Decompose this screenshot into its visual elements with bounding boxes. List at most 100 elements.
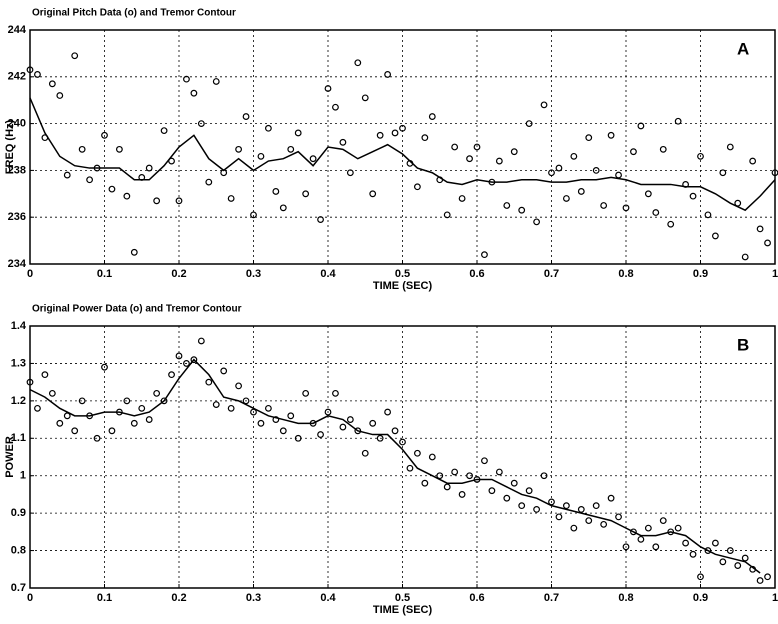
y-tick-label: 0.9: [11, 507, 26, 519]
data-point: [361, 449, 369, 457]
data-point: [376, 434, 384, 442]
y-tick-label: 1.1: [11, 432, 26, 444]
data-point: [153, 197, 161, 205]
data-point: [287, 145, 295, 153]
data-point: [190, 89, 198, 97]
data-point: [473, 143, 481, 151]
data-point: [265, 124, 272, 132]
data-point: [123, 397, 131, 405]
data-point: [481, 251, 488, 259]
data-point: [71, 52, 79, 60]
data-point: [160, 397, 168, 405]
data-point: [592, 166, 600, 174]
data-point: [101, 363, 108, 371]
x-tick-label: 0.6: [469, 268, 484, 280]
data-point: [317, 216, 324, 223]
data-point: [481, 457, 488, 465]
data-point: [339, 423, 347, 431]
data-point: [384, 71, 392, 78]
data-point: [414, 183, 421, 191]
data-point: [540, 472, 548, 480]
x-tick-label: 0.8: [618, 268, 633, 280]
data-point: [63, 412, 71, 420]
data-point: [250, 211, 257, 219]
data-point: [287, 412, 295, 420]
x-tick-label: 0.3: [246, 268, 261, 280]
data-point: [503, 494, 511, 502]
data-point: [689, 192, 697, 200]
data-point: [332, 389, 339, 397]
data-point: [607, 494, 615, 502]
data-point: [510, 479, 518, 487]
data-point: [644, 190, 652, 198]
data-point: [443, 483, 451, 491]
contour-line: [29, 358, 761, 574]
data-point: [369, 190, 377, 198]
data-point: [585, 134, 593, 142]
chart-title: Original Pitch Data (o) and Tremor Conto…: [32, 8, 236, 19]
data-point: [324, 85, 332, 92]
data-point: [41, 371, 49, 379]
data-point: [339, 138, 347, 146]
data-point: [391, 129, 399, 137]
data-point: [525, 487, 533, 495]
x-tick-label: 0.2: [171, 268, 186, 280]
data-point: [108, 427, 116, 435]
data-point: [279, 427, 287, 435]
data-point: [726, 547, 734, 554]
data-point: [235, 382, 243, 390]
x-tick-label: 1: [772, 592, 778, 604]
data-point: [704, 211, 712, 219]
data-point: [719, 558, 727, 566]
data-point: [630, 528, 637, 536]
data-point: [183, 75, 190, 83]
data-point: [242, 397, 250, 405]
data-point: [257, 419, 265, 427]
data-point: [563, 502, 570, 510]
data-point: [436, 472, 444, 480]
x-tick-label: 0.1: [97, 592, 112, 604]
data-point: [48, 389, 56, 397]
data-point: [555, 513, 563, 521]
x-tick-label: 0: [27, 268, 33, 280]
data-point: [548, 498, 555, 506]
data-point: [205, 378, 213, 386]
data-point: [56, 419, 64, 427]
data-point: [257, 152, 265, 160]
chart-title: Original Power Data (o) and Tremor Conto…: [32, 304, 242, 315]
data-point: [555, 164, 563, 172]
data-point: [458, 491, 466, 498]
data-point: [160, 127, 168, 135]
data-point: [652, 543, 660, 551]
data-point: [570, 152, 578, 160]
y-tick-label: 234: [8, 258, 27, 270]
x-axis-label: TIME (SEC): [373, 280, 433, 292]
data-point: [48, 80, 56, 88]
data-point: [324, 408, 332, 416]
data-point: [78, 397, 86, 405]
data-point: [630, 148, 637, 156]
data-point: [495, 468, 503, 476]
x-tick-label: 0.3: [246, 592, 261, 604]
data-point: [235, 145, 243, 153]
data-point: [674, 117, 682, 125]
data-point: [63, 171, 71, 179]
y-tick-label: 238: [8, 164, 26, 176]
x-tick-label: 0.9: [693, 268, 708, 280]
data-point: [451, 143, 459, 151]
data-point: [533, 506, 540, 513]
data-point: [421, 134, 429, 142]
y-axis-label: FREQ (Hz): [4, 119, 16, 174]
x-tick-label: 0.5: [395, 268, 410, 280]
data-point: [168, 371, 175, 379]
data-point: [458, 195, 466, 202]
data-point: [749, 157, 757, 165]
data-point: [637, 122, 645, 130]
data-point: [697, 152, 704, 160]
x-tick-label: 0.1: [97, 268, 112, 280]
data-point: [138, 404, 146, 412]
data-point: [302, 389, 310, 397]
data-point: [764, 239, 771, 247]
data-point: [190, 356, 198, 364]
